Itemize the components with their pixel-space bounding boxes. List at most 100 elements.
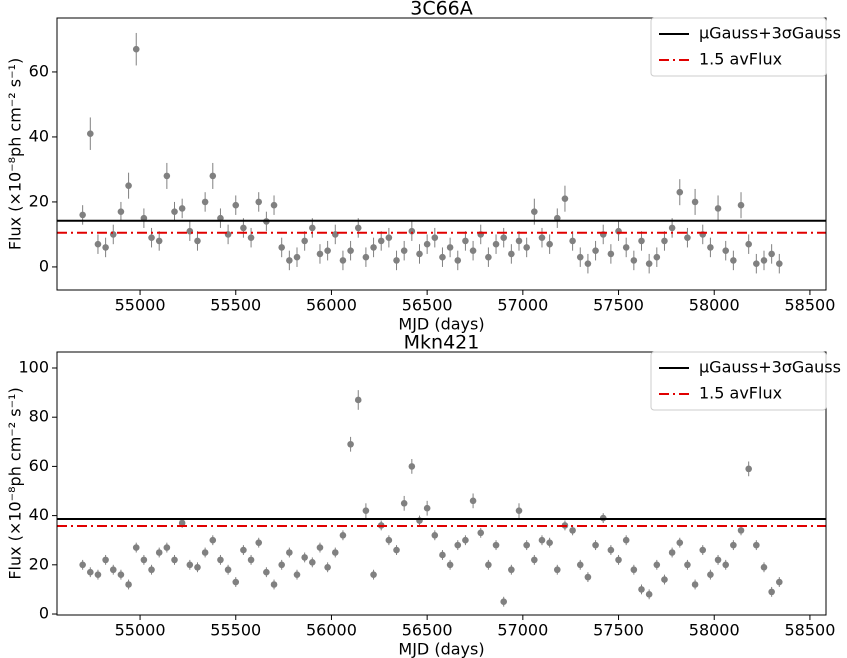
data-point <box>301 554 308 561</box>
data-point <box>125 182 132 189</box>
data-point <box>515 507 523 514</box>
plot-frame <box>56 351 827 616</box>
data-point <box>531 556 538 564</box>
chart-title: 3C66A <box>410 0 473 20</box>
data-point <box>645 260 653 267</box>
y-tick-label: 80 <box>29 407 49 426</box>
data-point <box>454 257 462 264</box>
x-axis-label: MJD (days) <box>398 315 484 334</box>
data-point <box>768 250 775 258</box>
data-point <box>117 571 125 578</box>
x-tick-label: 57500 <box>593 621 644 640</box>
data-point <box>523 541 530 549</box>
data-point <box>339 531 347 539</box>
data-point <box>714 205 722 212</box>
x-axis-label: MJD (days) <box>398 640 484 658</box>
data-point <box>331 231 339 238</box>
data-point <box>668 549 676 556</box>
data-point <box>309 559 316 566</box>
data-point <box>523 244 530 251</box>
data-point <box>730 541 737 549</box>
data-point <box>538 536 546 544</box>
x-tick-label: 56500 <box>402 296 453 315</box>
data-point <box>155 237 163 245</box>
data-point <box>102 556 109 564</box>
data-point <box>546 240 553 248</box>
y-axis-label: Flux (×10⁻⁸ph cm⁻² s⁻¹) <box>6 58 25 250</box>
data-point <box>194 237 201 245</box>
data-point <box>117 208 125 215</box>
data-point <box>416 250 423 258</box>
x-tick-label: 55000 <box>115 296 166 315</box>
data-point <box>622 244 630 251</box>
y-tick-label: 60 <box>29 456 49 475</box>
data-point <box>653 561 661 569</box>
data-point <box>576 253 584 261</box>
data-point <box>263 568 270 576</box>
data-point <box>607 250 615 258</box>
data-point <box>454 541 462 549</box>
data-point <box>408 227 416 235</box>
data-point <box>232 578 240 586</box>
data-point <box>500 234 508 241</box>
data-point <box>163 544 171 551</box>
data-point <box>293 571 301 578</box>
data-point <box>439 253 446 261</box>
data-point <box>546 539 553 546</box>
data-point <box>370 571 377 578</box>
data-point <box>109 566 117 574</box>
data-point <box>393 546 400 554</box>
data-point <box>753 541 760 549</box>
data-point <box>331 549 339 556</box>
data-point <box>194 563 201 571</box>
x-tick-label: 57500 <box>593 296 644 315</box>
data-point <box>584 260 592 267</box>
data-point <box>592 541 599 549</box>
data-point <box>431 234 439 241</box>
x-tick-label: 58500 <box>784 296 835 315</box>
data-point <box>270 201 278 209</box>
data-point <box>79 561 86 569</box>
data-point <box>87 568 94 576</box>
data-point <box>163 172 171 180</box>
data-point <box>722 247 730 254</box>
data-point <box>737 201 745 209</box>
x-tick-label: 55500 <box>210 621 261 640</box>
data-point <box>615 556 622 564</box>
data-point <box>645 591 653 598</box>
data-point <box>201 549 209 556</box>
data-point <box>768 588 775 596</box>
data-point <box>638 237 645 245</box>
data-point <box>87 130 94 137</box>
data-point <box>561 195 569 202</box>
data-point <box>684 561 691 569</box>
data-point <box>186 561 194 569</box>
data-point <box>400 247 408 254</box>
plot-frame <box>56 17 827 291</box>
data-point <box>247 234 255 241</box>
data-point <box>492 240 500 248</box>
data-point <box>653 253 661 261</box>
data-point <box>691 198 699 206</box>
data-point <box>125 581 132 588</box>
data-point <box>553 566 561 574</box>
legend-label: 1.5 avFlux <box>699 50 782 69</box>
data-point <box>753 260 760 267</box>
data-point <box>148 234 155 241</box>
data-point <box>630 257 638 264</box>
data-point <box>462 536 469 544</box>
data-point <box>148 566 155 574</box>
data-point <box>638 586 645 593</box>
data-point <box>699 546 707 554</box>
data-point <box>676 188 684 196</box>
data-point <box>607 546 615 554</box>
y-tick-label: 100 <box>18 357 49 376</box>
data-point <box>224 566 232 574</box>
data-point <box>730 257 737 264</box>
data-point <box>492 541 500 549</box>
data-point <box>255 539 263 546</box>
x-tick-label: 56000 <box>306 621 357 640</box>
data-point <box>339 257 347 264</box>
data-point <box>232 201 240 209</box>
